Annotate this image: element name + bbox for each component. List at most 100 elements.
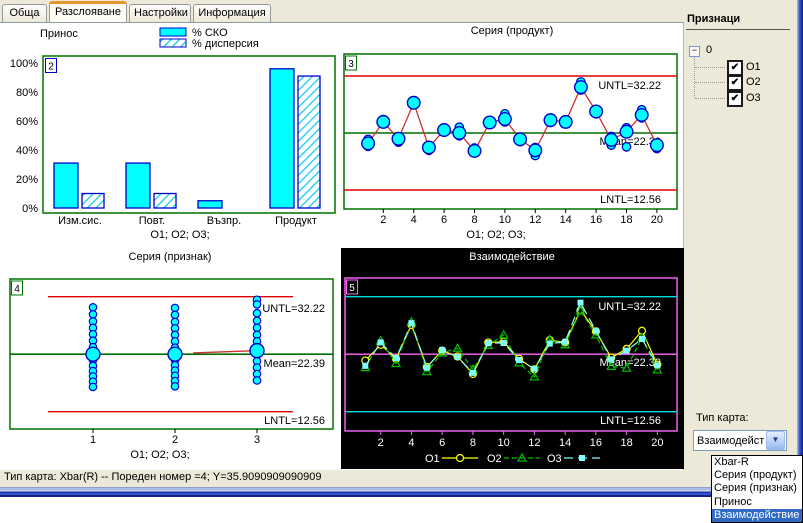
svg-text:16: 16 — [590, 214, 602, 226]
svg-text:LNTL=12.56: LNTL=12.56 — [600, 194, 661, 206]
tab-page-razsloyavane: Принос% СКО% дисперсия 2 0% 20% 40% 60% 80% 100… — [0, 22, 684, 470]
chart-panel-seria-priznak[interactable]: Серия (признак) 4 UNTL=32.22 Mean=22.39 LNTL… — [0, 246, 341, 471]
svg-text:10: 10 — [499, 214, 511, 226]
svg-text:Взаимодействие: Взаимодействие — [469, 251, 554, 263]
svg-text:40%: 40% — [16, 145, 38, 157]
card-type-value: Взаимодействие — [697, 434, 765, 447]
svg-text:Принос: Принос — [40, 28, 78, 40]
svg-text:6: 6 — [441, 214, 447, 226]
svg-text:Серия (продукт): Серия (продукт) — [471, 25, 554, 37]
tree-connector — [695, 82, 725, 84]
svg-text:Продукт: Продукт — [275, 215, 317, 227]
svg-text:3: 3 — [254, 434, 260, 446]
dropdown-option-4[interactable]: Принос — [714, 495, 752, 508]
tree-connector — [695, 67, 725, 68]
svg-text:Mean=22.39: Mean=22.39 — [264, 358, 325, 370]
svg-text:UNTL=32.22: UNTL=32.22 — [598, 301, 661, 313]
dropdown-option-1[interactable]: Xbar-R — [714, 456, 749, 468]
svg-text:Повт.: Повт. — [139, 215, 166, 227]
chart-panel-prinos[interactable]: Принос% СКО% дисперсия 2 0% 20% 40% 60% 80% 100… — [0, 23, 341, 246]
window-right-border — [797, 0, 803, 497]
svg-text:О1; О2; О3;: О1; О2; О3; — [466, 229, 525, 241]
card-type-combobox[interactable]: Взаимодействие ▼ — [693, 430, 787, 451]
dropdown-option-2[interactable]: Серия (продукт) — [714, 469, 797, 482]
svg-text:О2: О2 — [487, 453, 502, 465]
window-bottom-border — [0, 487, 803, 497]
svg-text:2: 2 — [48, 62, 54, 73]
svg-text:UNTL=32.22: UNTL=32.22 — [598, 80, 661, 92]
tree-connector — [695, 97, 725, 99]
svg-text:4: 4 — [14, 284, 20, 295]
svg-text:LNTL=12.56: LNTL=12.56 — [264, 415, 325, 427]
prinos-bar-chart: Принос% СКО% дисперсия20%20%40%60%80%100… — [10, 27, 336, 241]
svg-text:4: 4 — [411, 214, 417, 226]
sidebar-title-underline — [686, 29, 790, 30]
status-bar-text: Тип карта: Xbar(R) -- Пореден номер =4; … — [4, 471, 322, 483]
tab-3[interactable]: Настройки — [129, 4, 191, 22]
tab-2[interactable]: Разслояване — [49, 1, 127, 22]
dropdown-option-5[interactable]: Взаимодействие — [712, 508, 802, 522]
svg-text:О1: О1 — [425, 453, 440, 465]
svg-text:18: 18 — [620, 214, 632, 226]
svg-text:0%: 0% — [22, 203, 38, 215]
card-type-label: Тип карта: — [696, 412, 749, 424]
svg-text:LNTL=12.56: LNTL=12.56 — [600, 415, 661, 427]
svg-text:18: 18 — [620, 437, 632, 449]
svg-text:12: 12 — [529, 214, 541, 226]
checkbox-label-О3: О3 — [746, 91, 761, 104]
svg-text:3: 3 — [348, 59, 354, 70]
svg-text:О3: О3 — [547, 453, 562, 465]
card-type-dropdown-list[interactable]: Xbar-R Серия (продукт) Серия (признак) Прин… — [711, 455, 803, 523]
svg-text:4: 4 — [408, 437, 414, 449]
dropdown-option-3[interactable]: Серия (признак) — [714, 482, 797, 495]
svg-text:1: 1 — [90, 434, 96, 446]
svg-text:2: 2 — [378, 437, 384, 449]
svg-text:8: 8 — [471, 214, 477, 226]
svg-text:10: 10 — [498, 437, 510, 449]
svg-text:12: 12 — [528, 437, 540, 449]
desktop-area — [0, 497, 803, 523]
seria-produkt-chart: Серия (продукт)3UNTL=32.22Mean=22.39LNTL… — [343, 25, 678, 241]
svg-text:Изм.сис.: Изм.сис. — [58, 215, 102, 227]
seria-priznak-chart: Серия (признак) 4 UNTL=32.22 Mean=22.39 LNTL… — [9, 251, 334, 461]
svg-text:60%: 60% — [16, 116, 38, 128]
tab-bar: Обща Разслояване Настройки Информация — [2, 1, 273, 22]
svg-text:UNTL=32.22: UNTL=32.22 — [262, 303, 325, 315]
svg-text:Серия (признак): Серия (признак) — [129, 251, 212, 263]
checkbox-label-О1: О1 — [746, 61, 761, 73]
svg-text:20%: 20% — [16, 174, 38, 186]
tree-connector — [694, 57, 695, 98]
svg-text:14: 14 — [560, 214, 572, 226]
svg-text:6: 6 — [439, 437, 445, 449]
checkbox-О1[interactable]: ✔ — [727, 60, 743, 76]
svg-text:О1; О2; О3;: О1; О2; О3; — [130, 449, 189, 461]
tab-4[interactable]: Информация — [193, 4, 271, 22]
tab-1[interactable]: Обща — [2, 4, 47, 22]
svg-text:2: 2 — [172, 434, 178, 446]
vzaimodeystvie-chart: Взаимодействие 5 UNTL=32.22 Mean=22.39 LNTL=… — [341, 248, 684, 469]
svg-text:80%: 80% — [16, 87, 38, 99]
svg-text:Възпр.: Възпр. — [207, 215, 241, 227]
tree-root-label: 0 — [706, 44, 713, 56]
checkbox-label-О2: О2 — [746, 76, 761, 89]
svg-text:8: 8 — [470, 437, 476, 449]
chart-panel-vzaimodeystvie[interactable]: Взаимодействие 5 UNTL=32.22 Mean=22.39 LNTL=… — [341, 246, 684, 471]
svg-text:% дисперсия: % дисперсия — [192, 38, 259, 50]
svg-text:16: 16 — [590, 437, 602, 449]
svg-text:% СКО: % СКО — [192, 27, 228, 39]
svg-text:20: 20 — [651, 214, 663, 226]
checkbox-О2[interactable]: ✔ — [727, 75, 743, 92]
sidebar-title: Признаци — [687, 13, 741, 25]
svg-text:О1; О2; О3;: О1; О2; О3; — [150, 229, 209, 241]
svg-text:14: 14 — [559, 437, 571, 449]
chart-panel-seria-produkt[interactable]: Серия (продукт) 3 UNTL=32.22 Mean=22.39 LNTL… — [341, 23, 684, 246]
svg-text:5: 5 — [349, 283, 355, 294]
checkbox-О3[interactable]: ✔ — [727, 90, 743, 107]
tree-collapse-icon[interactable]: − — [689, 46, 700, 57]
svg-text:2: 2 — [380, 214, 386, 226]
svg-text:100%: 100% — [10, 58, 38, 70]
chevron-down-icon[interactable]: ▼ — [766, 431, 785, 450]
svg-text:Mean=22.39: Mean=22.39 — [600, 357, 661, 369]
svg-text:20: 20 — [651, 437, 663, 449]
